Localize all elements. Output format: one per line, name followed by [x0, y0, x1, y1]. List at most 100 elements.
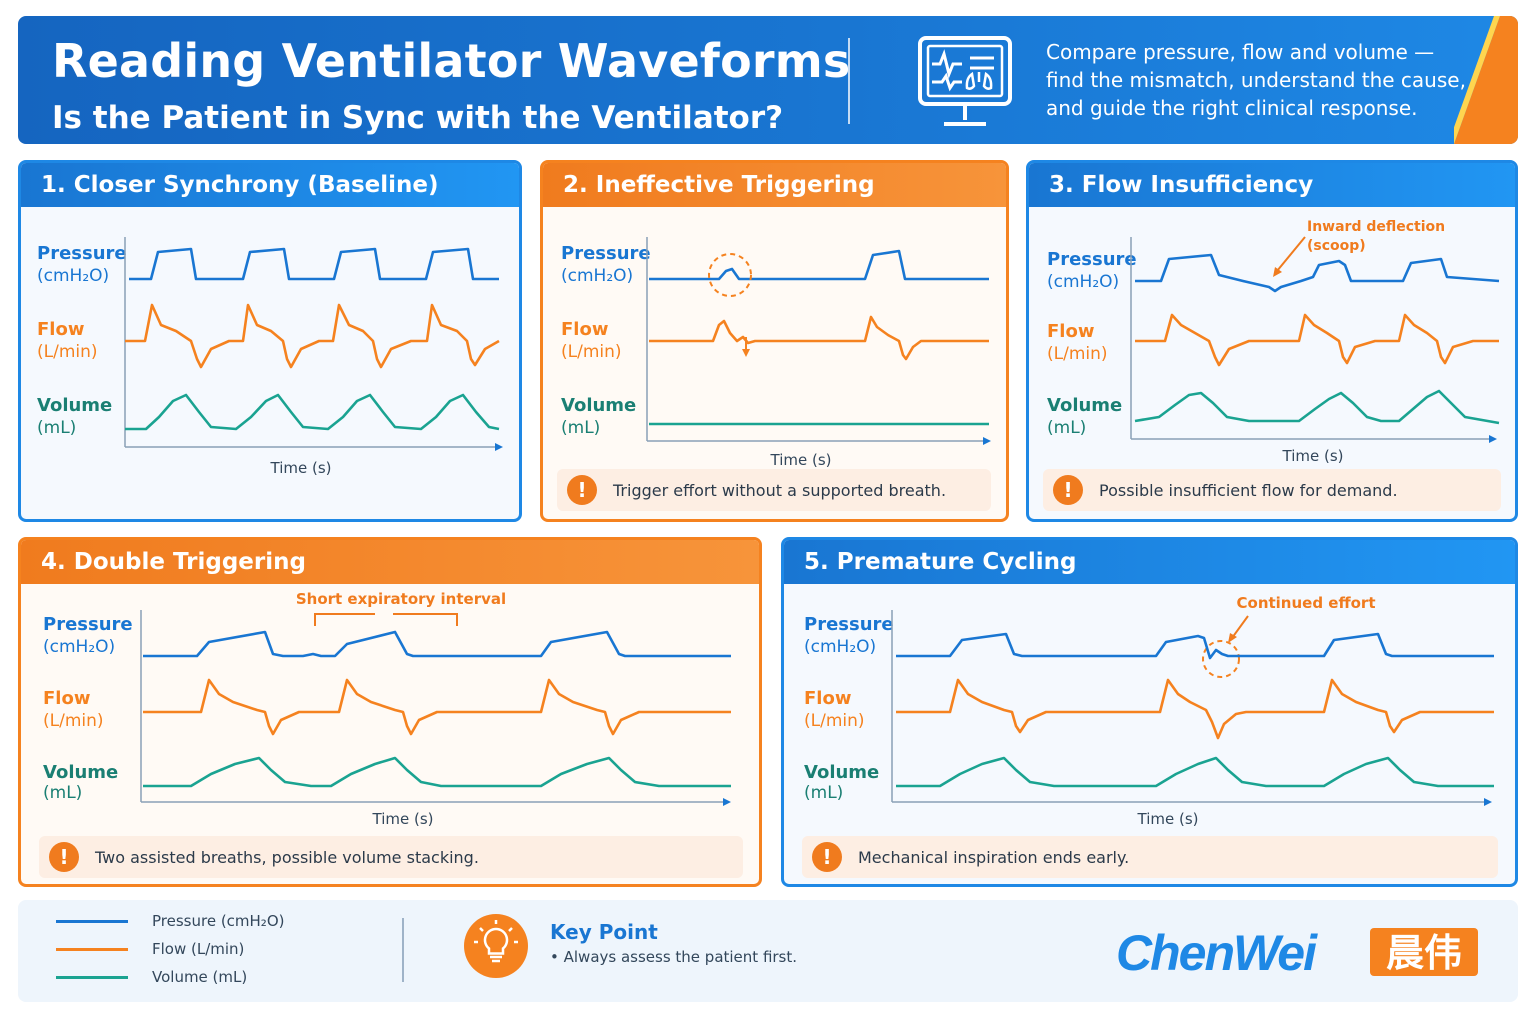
flow-unit: (L/min): [37, 342, 98, 362]
volume-unit: (mL): [804, 783, 843, 803]
exclamation-icon: !: [1053, 475, 1083, 505]
legend-swatch: [56, 975, 128, 979]
panel-title: Flow Insufficiency: [1081, 172, 1314, 198]
x-axis-arrow: [983, 437, 991, 445]
waveform-chart: Short expiratory interval Pressure (cmH₂…: [43, 590, 731, 828]
pressure-trace: [896, 632, 1494, 660]
svg-text:晨伟: 晨伟: [1386, 931, 1462, 975]
pressure-unit: (cmH₂O): [37, 266, 109, 286]
waveform-chart: Pressure (cmH₂O) Flow (L/min) Volume (mL…: [561, 237, 991, 469]
pressure-unit: (cmH₂O): [1047, 272, 1119, 292]
legend-label: Pressure (cmH₂O): [152, 912, 285, 930]
header-divider: [848, 38, 850, 124]
panel-header: 2. Ineffective Triggering: [543, 163, 1006, 207]
waveform-chart: Pressure (cmH₂O) Flow (L/min) Volume (mL…: [37, 237, 503, 477]
panel-number: 1.: [41, 172, 66, 198]
exclamation-icon: !: [812, 842, 842, 872]
flow-trace: [896, 678, 1494, 740]
volume-trace: [1134, 389, 1500, 425]
flow-unit: (L/min): [43, 711, 104, 731]
annotation-text: Inward deflection (scoop): [1307, 219, 1445, 254]
time-axis-label: Time (s): [270, 459, 332, 477]
alert-box: ! Possible insufficient flow for demand.: [1043, 469, 1501, 511]
panel-double-triggering: 4. Double Triggering Short expiratory in…: [18, 537, 762, 887]
trigger-effort-highlight: [708, 253, 752, 297]
legend-item-pressure: Pressure (cmH₂O): [56, 912, 284, 930]
pressure-unit: (cmH₂O): [561, 266, 633, 286]
panel-title: Premature Cycling: [836, 549, 1077, 575]
legend-label: Volume (mL): [152, 968, 248, 986]
volume-label: Volume: [37, 395, 112, 416]
panel-flow-insufficiency: 3. Flow Insufficiency Inward deflection(…: [1026, 160, 1518, 522]
flow-unit: (L/min): [561, 342, 622, 362]
svg-text:ChenWei: ChenWei: [1116, 925, 1318, 981]
pressure-label: Pressure: [561, 243, 651, 264]
header-banner: Reading Ventilator Waveforms Is the Pati…: [18, 16, 1518, 144]
annotation-text: Continued effort: [1237, 594, 1376, 612]
volume-unit: (mL): [561, 418, 600, 438]
legend-label: Flow (L/min): [152, 940, 245, 958]
volume-label: Volume: [804, 762, 879, 783]
alert-box: ! Mechanical inspiration ends early.: [802, 836, 1498, 878]
volume-trace: [143, 756, 731, 788]
flow-trace: [143, 678, 731, 736]
page-title: Reading Ventilator Waveforms: [52, 34, 851, 88]
alert-text: Mechanical inspiration ends early.: [858, 847, 1130, 867]
panel-premature-cycling: 5. Premature Cycling Continued effort Pr…: [781, 537, 1518, 887]
flow-label: Flow: [1047, 321, 1094, 342]
pressure-trace: [129, 247, 499, 281]
volume-unit: (mL): [1047, 418, 1086, 438]
flow-label: Flow: [37, 319, 84, 340]
panel-title: Double Triggering: [73, 549, 306, 575]
alert-text: Two assisted breaths, possible volume st…: [95, 847, 479, 867]
lightbulb-icon: [464, 914, 528, 978]
panel-ineffective-triggering: 2. Ineffective Triggering Pressure (cmH₂…: [540, 160, 1009, 522]
alert-box: ! Trigger effort without a supported bre…: [557, 469, 991, 511]
pressure-label: Pressure: [804, 614, 894, 635]
pressure-unit: (cmH₂O): [804, 637, 876, 657]
flow-label: Flow: [561, 319, 608, 340]
x-axis-arrow: [723, 798, 731, 806]
x-axis-arrow: [1484, 798, 1492, 806]
panel-number: 5.: [804, 549, 829, 575]
pressure-trace: [649, 249, 989, 281]
volume-label: Volume: [561, 395, 636, 416]
footer-divider: [402, 918, 404, 982]
x-axis-arrow: [1489, 435, 1497, 443]
annotation-arrow: [1231, 615, 1249, 639]
panel-number: 4.: [41, 549, 66, 575]
continued-effort-highlight: [1202, 640, 1240, 678]
panel-header: 4. Double Triggering: [21, 540, 759, 584]
panel-header: 5. Premature Cycling: [784, 540, 1515, 584]
volume-trace: [125, 393, 500, 431]
panel-header: 3. Flow Insufficiency: [1029, 163, 1515, 207]
legend-swatch: [56, 919, 128, 923]
volume-unit: (mL): [37, 418, 76, 438]
waveform-chart: Continued effort Pressure (cmH₂O) Flow (…: [804, 594, 1494, 828]
page-subtitle: Is the Patient in Sync with the Ventilat…: [52, 100, 784, 136]
header-description: Compare pressure, flow and volume — find…: [1046, 40, 1466, 120]
flow-trace: [125, 303, 500, 369]
flow-unit: (L/min): [1047, 344, 1108, 364]
annotation-text: Short expiratory interval: [296, 590, 506, 608]
pressure-unit: (cmH₂O): [43, 637, 115, 657]
flow-unit: (L/min): [804, 711, 865, 731]
panel-number: 3.: [1049, 172, 1074, 198]
volume-label: Volume: [1047, 395, 1122, 416]
exclamation-icon: !: [49, 842, 79, 872]
volume-trace: [896, 756, 1494, 788]
waveform-chart: Inward deflection (scoop) Pressure (cmH₂O…: [1047, 219, 1500, 465]
legend-item-volume: Volume (mL): [56, 968, 247, 986]
panel-title: Ineffective Triggering: [595, 172, 875, 198]
chenwei-logo: ChenWei 晨伟: [1116, 925, 1478, 981]
alert-text: Trigger effort without a supported breat…: [613, 480, 947, 500]
annotation-arrow: [1276, 236, 1306, 272]
flow-trace: [649, 315, 989, 361]
legend-swatch: [56, 947, 128, 951]
alert-text: Possible insufficient flow for demand.: [1099, 480, 1398, 500]
legend-item-flow: Flow (L/min): [56, 940, 244, 958]
header-accent-stripe: [1454, 16, 1518, 144]
time-axis-label: Time (s): [372, 810, 434, 828]
interval-bracket: [314, 613, 458, 626]
key-point-title: Key Point: [550, 920, 658, 944]
